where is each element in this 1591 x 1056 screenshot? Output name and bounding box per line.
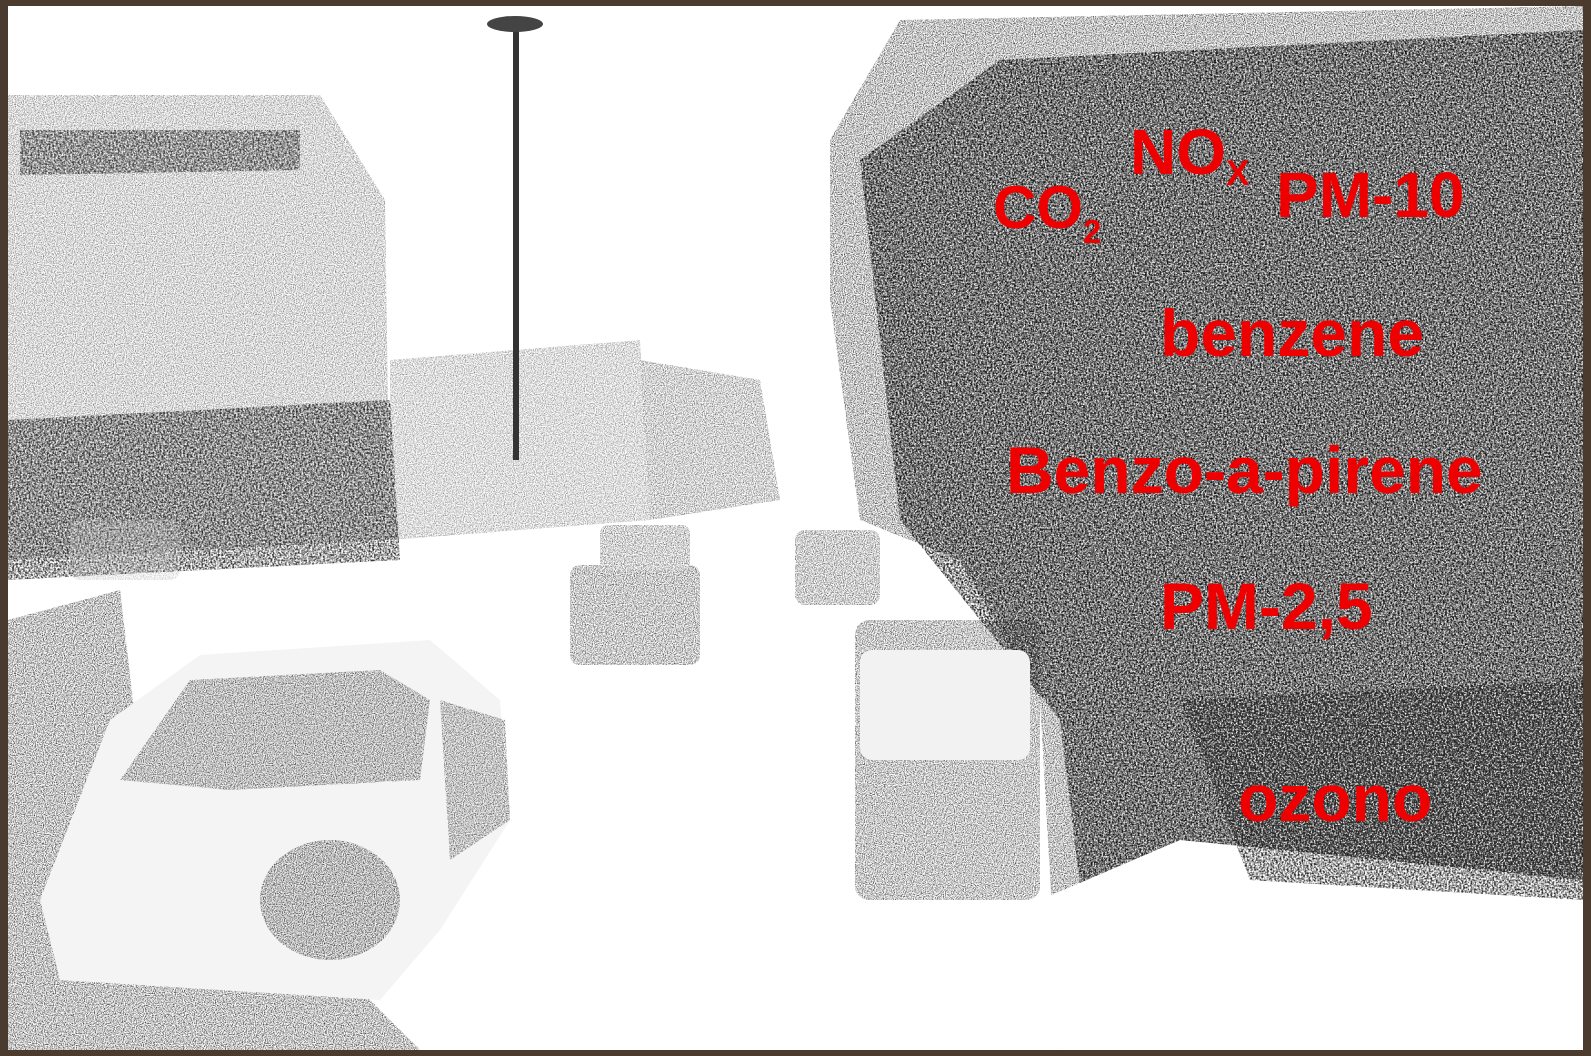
right-sidewalk	[1040, 840, 1583, 1050]
car-left-mid	[70, 520, 700, 665]
car-left-foreground	[40, 640, 510, 1000]
label-nox-main: NO	[1130, 116, 1226, 188]
label-benzene: benzene	[1160, 296, 1425, 370]
car-right-roof	[860, 650, 1030, 760]
street-lamp-head	[487, 16, 543, 32]
label-co2-main: CO	[993, 174, 1083, 241]
right-foreground-trees	[1180, 680, 1583, 900]
label-benzo-a-pirene: Benzo-a-pirene	[1006, 433, 1483, 507]
label-co2: CO2	[993, 178, 1101, 248]
street-lamp-pole	[513, 30, 519, 460]
label-pm25: PM-2,5	[1160, 569, 1373, 643]
label-nox: NOX	[1130, 120, 1249, 191]
label-pm10: PM-10	[1276, 159, 1465, 231]
label-nox-subscript: X	[1226, 153, 1250, 193]
label-co2-subscript: 2	[1083, 212, 1102, 250]
label-ozono: ozono	[1238, 761, 1433, 835]
